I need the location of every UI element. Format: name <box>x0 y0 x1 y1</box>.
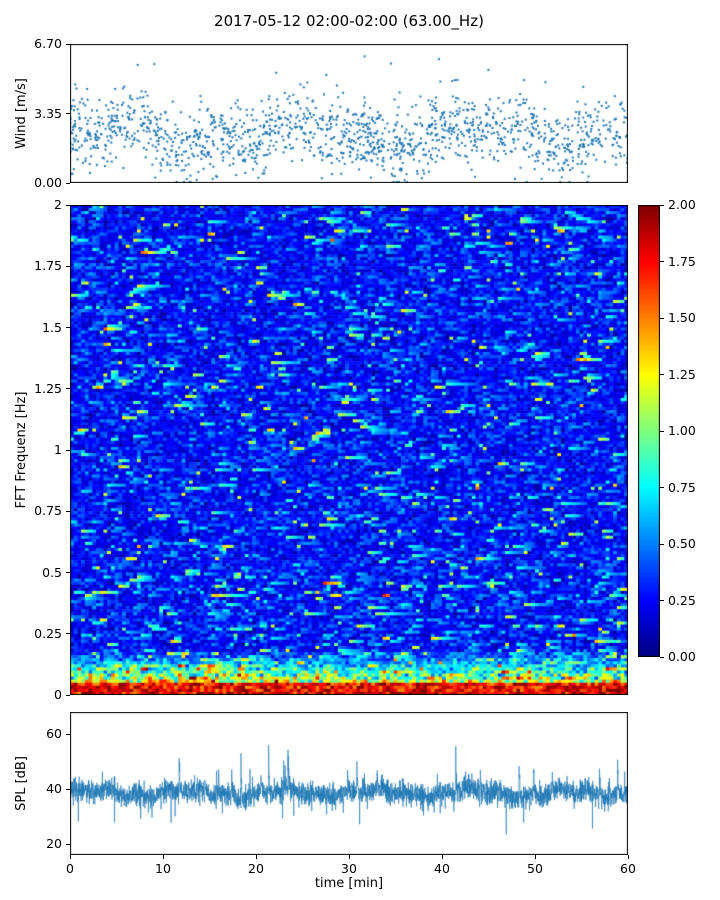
x-tick-label: 60 <box>620 861 636 876</box>
y-tick-mark <box>66 843 70 845</box>
colorbar-tick-label: 0.75 <box>668 479 696 495</box>
x-tick-label: 10 <box>155 861 171 876</box>
y-tick-label: 1 <box>54 442 62 457</box>
x-tick-mark <box>255 855 257 859</box>
y-tick-mark <box>66 633 70 635</box>
y-tick-mark <box>66 43 70 45</box>
colorbar-tick-label: 1.75 <box>668 253 696 269</box>
y-tick-mark <box>66 694 70 696</box>
colorbar-tick-label: 0.00 <box>668 649 696 664</box>
x-tick-label: 0 <box>66 861 74 876</box>
x-tick-mark <box>348 855 350 859</box>
y-tick-mark <box>66 265 70 267</box>
y-tick-mark <box>66 327 70 328</box>
x-tick-label: 20 <box>248 861 264 876</box>
colorbar-tick-label: 1.50 <box>668 310 696 325</box>
x-tick-mark <box>162 855 164 859</box>
y-tick-mark <box>66 204 70 206</box>
y-tick-label: 1.75 <box>34 258 62 274</box>
y-tick-label: 0.75 <box>34 503 62 519</box>
y-tick-label: 20 <box>46 836 62 851</box>
x-axis-label: time [min] <box>314 876 384 891</box>
colorbar-tick-mark <box>660 261 664 262</box>
colorbar-tick-mark <box>660 317 664 319</box>
colorbar-tick-mark <box>660 656 664 658</box>
x-tick-mark <box>534 855 536 859</box>
y-tick-label: 0.5 <box>42 564 62 580</box>
y-tick-label: 60 <box>46 726 62 741</box>
colorbar-tick-mark <box>660 487 664 488</box>
y-tick-label: 1.5 <box>42 319 62 335</box>
wind-scatter-plot <box>70 44 628 183</box>
colorbar-tick-label: 1.25 <box>668 366 696 382</box>
y-tick-mark <box>66 510 70 512</box>
x-tick-label: 50 <box>527 861 543 876</box>
y-tick-label: 3.35 <box>34 105 62 121</box>
colorbar-tick-mark <box>660 543 664 545</box>
colorbar-tick-label: 1.00 <box>668 423 696 438</box>
y-tick-label: 0.00 <box>34 175 62 190</box>
y-tick-label: 40 <box>46 781 62 796</box>
colorbar-tick-mark <box>660 374 664 375</box>
x-tick-mark <box>69 855 71 859</box>
y-tick-label: 0.25 <box>34 625 62 641</box>
y-tick-mark <box>66 388 70 390</box>
y-tick-label: 2 <box>54 197 62 212</box>
colorbar-tick-mark <box>660 600 664 601</box>
y-tick-mark <box>66 113 70 114</box>
x-tick-label: 40 <box>434 861 450 876</box>
spl-line-plot <box>70 712 628 855</box>
colorbar-tick-mark <box>660 204 664 206</box>
colorbar-tick-label: 0.50 <box>668 536 696 551</box>
colorbar-tick-label: 2.00 <box>668 197 696 212</box>
y-tick-mark <box>66 572 70 573</box>
y-tick-mark <box>66 788 70 790</box>
y-tick-mark <box>66 733 70 735</box>
x-tick-mark <box>441 855 443 859</box>
y-tick-label: 6.70 <box>34 36 62 51</box>
figure-title: 2017-05-12 02:00-02:00 (63.00_Hz) <box>214 12 484 30</box>
colorbar <box>638 205 660 657</box>
y-tick-label: 1.25 <box>34 380 62 396</box>
x-tick-label: 30 <box>341 861 357 876</box>
x-tick-mark <box>627 855 629 859</box>
y-tick-label: 0 <box>54 687 62 702</box>
fft-spectrogram-heatmap <box>70 205 628 695</box>
colorbar-tick-label: 0.25 <box>668 592 696 608</box>
colorbar-tick-mark <box>660 430 664 432</box>
y-tick-mark <box>66 182 70 184</box>
y-tick-mark <box>66 449 70 451</box>
